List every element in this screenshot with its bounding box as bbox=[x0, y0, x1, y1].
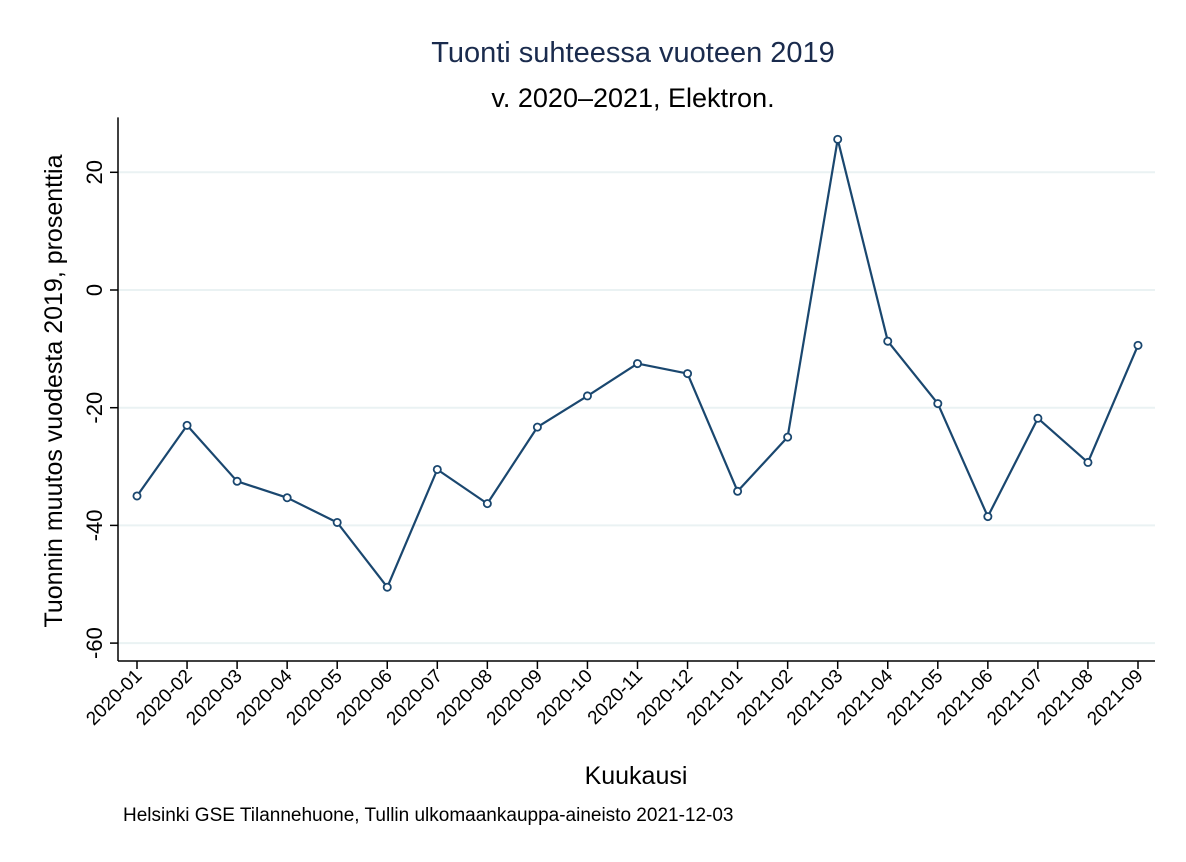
y-tick-label: -60 bbox=[82, 627, 107, 659]
data-point bbox=[733, 486, 743, 496]
data-point bbox=[332, 517, 342, 527]
data-point bbox=[582, 391, 592, 401]
data-point bbox=[432, 464, 442, 474]
data-point bbox=[633, 359, 643, 369]
y-tick-label: -40 bbox=[82, 510, 107, 542]
data-point bbox=[883, 336, 893, 346]
data-point bbox=[382, 582, 392, 592]
data-point bbox=[232, 476, 242, 486]
data-series bbox=[132, 134, 1143, 592]
data-point bbox=[182, 420, 192, 430]
y-axis: 20 0 -20 -40 -60 bbox=[82, 117, 119, 661]
chart-subtitle: v. 2020–2021, Elektron. bbox=[491, 83, 774, 113]
y-tick-label: 0 bbox=[82, 284, 107, 296]
y-tick-label: -20 bbox=[82, 392, 107, 424]
data-point bbox=[833, 134, 843, 144]
x-tick-label: 2021-09 bbox=[1083, 666, 1147, 730]
source-note: Helsinki GSE Tilannehuone, Tullin ulkoma… bbox=[123, 805, 734, 826]
grid-lines bbox=[118, 171, 1155, 645]
x-axis-title: Kuukausi bbox=[585, 762, 688, 790]
data-point bbox=[983, 512, 993, 522]
data-point bbox=[933, 399, 943, 409]
y-tick-label: 20 bbox=[82, 160, 107, 184]
data-point bbox=[132, 491, 142, 501]
x-axis: 2020-012020-022020-032020-042020-052020-… bbox=[82, 660, 1155, 730]
x-tick-label: 2020-10 bbox=[533, 666, 597, 730]
data-point bbox=[282, 493, 292, 503]
chart-title: Tuonti suhteessa vuoteen 2019 bbox=[431, 37, 835, 69]
data-point bbox=[1133, 340, 1143, 350]
data-point bbox=[532, 422, 542, 432]
y-axis-title: Tuonnin muutos vuodesta 2019, prosenttia bbox=[40, 154, 68, 627]
data-point bbox=[482, 499, 492, 509]
data-point bbox=[1033, 413, 1043, 423]
data-point bbox=[683, 369, 693, 379]
data-point bbox=[1083, 457, 1093, 467]
data-point bbox=[783, 432, 793, 442]
